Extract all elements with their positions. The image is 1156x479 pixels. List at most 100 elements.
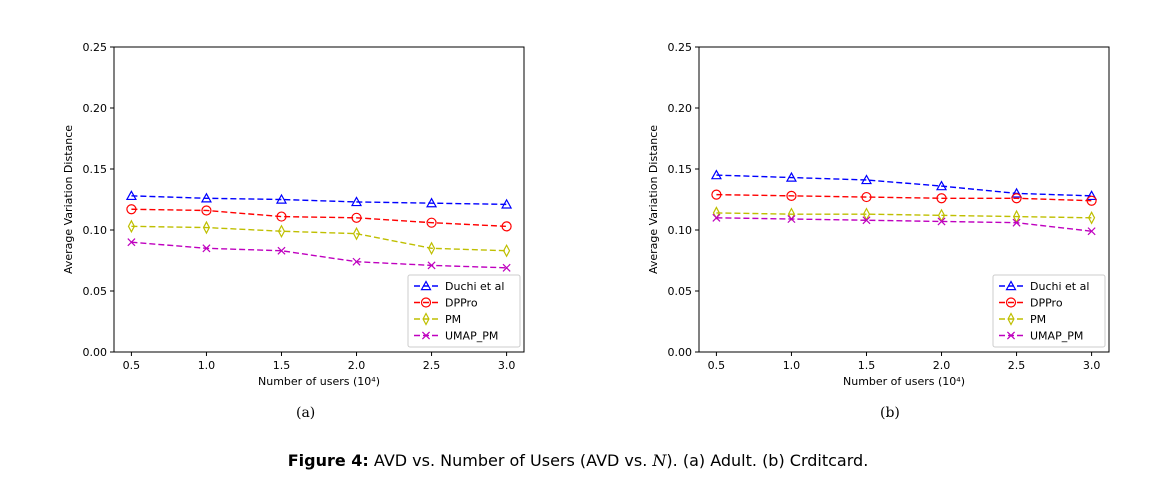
x-tick-label: 3.0 (1083, 359, 1101, 372)
data-point (426, 217, 437, 228)
data-point (127, 238, 136, 247)
y-axis-label: Average Variation Distance (647, 125, 660, 274)
data-point (126, 204, 137, 215)
data-point (860, 174, 873, 185)
data-point (202, 244, 211, 253)
data-point (862, 216, 871, 225)
marker-x-stroke (1012, 218, 1021, 227)
figure-caption: Figure 4: AVD vs. Number of Users (AVD v… (0, 451, 1156, 470)
data-point (352, 257, 361, 266)
y-tick-label: 0.25 (83, 41, 108, 54)
data-point (1086, 190, 1098, 201)
x-tick-label: 0.5 (708, 359, 726, 372)
marker-x-stroke (352, 257, 361, 266)
marker-x-stroke (421, 331, 431, 340)
y-tick-label: 0.25 (668, 41, 693, 54)
legend-marker (422, 312, 430, 326)
legend: Duchi et al DPPro PM UMAP_PM (992, 274, 1106, 348)
series-duchi-et-al (710, 169, 1098, 201)
data-point (277, 246, 286, 255)
legend-marker (421, 331, 431, 340)
legend-marker (420, 297, 432, 308)
legend-marker (1006, 331, 1016, 340)
series-duchi-et-al (125, 190, 513, 209)
data-point (936, 193, 947, 204)
marker-x-stroke (712, 213, 721, 222)
legend: Duchi et al DPPro PM UMAP_PM (407, 274, 521, 348)
x-tick-label: 1.0 (198, 359, 216, 372)
legend-label: UMAP_PM (445, 330, 498, 343)
caption-math: N (652, 451, 667, 470)
x-tick-label: 2.0 (348, 359, 366, 372)
marker-x-stroke (787, 214, 796, 224)
legend-label: UMAP_PM (1030, 330, 1083, 343)
data-point (351, 212, 362, 223)
data-point (200, 192, 212, 203)
series-line (131, 241, 507, 269)
marker-x-stroke (427, 261, 436, 270)
legend-label: DPPro (445, 297, 478, 310)
series-umap-pm (712, 213, 1096, 236)
x-tick-label: 2.0 (933, 359, 951, 372)
data-point (426, 197, 438, 208)
y-tick-label: 0.05 (83, 285, 108, 298)
chart-b: 0.00 0.05 0.10 0.15 0.20 0.25 0.5 1.0 1.5 2.0 2.5 3… (647, 41, 1110, 388)
series-dppro (711, 189, 1097, 206)
series-pm (712, 206, 1096, 225)
y-tick-label: 0.10 (83, 224, 108, 237)
data-point (937, 217, 946, 226)
caption-label: Figure 4: (287, 451, 369, 470)
x-axis-label: Number of users (10⁴) (258, 375, 380, 388)
marker-x-stroke (277, 246, 286, 255)
subfigure-label-b: (b) (880, 405, 900, 421)
data-point (1086, 195, 1097, 206)
data-point (125, 190, 137, 201)
marker-x-stroke (202, 244, 211, 253)
x-tick-label: 2.5 (1008, 359, 1026, 372)
y-axis-label: Average Variation Distance (62, 125, 75, 274)
data-point (1087, 211, 1096, 225)
data-point (786, 190, 797, 201)
legend-label: PM (445, 313, 461, 326)
marker-x-stroke (937, 217, 946, 226)
x-tick-label: 0.5 (123, 359, 141, 372)
data-point (127, 219, 136, 234)
data-point (201, 205, 212, 216)
y-tick-label: 0.15 (668, 163, 693, 176)
marker-x-stroke (502, 263, 511, 272)
legend-box (407, 274, 521, 348)
plot-frame (113, 46, 525, 353)
chart-a: 0.00 0.05 0.10 0.15 0.20 0.25 0.5 1.0 1.5 2.0 2.5 3… (62, 41, 525, 388)
series-line (131, 195, 507, 206)
data-point (1087, 227, 1096, 236)
marker-x-stroke (1087, 227, 1096, 236)
data-point (501, 198, 513, 209)
series-dppro (126, 204, 512, 232)
series-line (716, 217, 1092, 232)
data-point (427, 241, 436, 256)
data-point (861, 191, 872, 203)
data-point (352, 226, 361, 241)
data-point (276, 211, 287, 222)
data-point (785, 171, 797, 182)
series-umap-pm (127, 238, 511, 272)
legend-label: Duchi et al (1030, 280, 1089, 293)
data-point (1012, 218, 1021, 227)
series-pm (127, 219, 511, 258)
legend-marker (1007, 312, 1015, 326)
data-point (502, 263, 511, 272)
y-tick-label: 0.15 (83, 163, 108, 176)
data-point (501, 221, 512, 232)
y-tick-label: 0.20 (83, 102, 108, 115)
data-point (350, 196, 363, 207)
y-tick-label: 0.05 (668, 285, 693, 298)
data-point (787, 214, 796, 224)
data-point (1011, 193, 1022, 204)
data-point (710, 169, 722, 180)
data-point (277, 224, 286, 238)
data-point (275, 193, 288, 204)
legend-label: DPPro (1030, 297, 1063, 310)
legend-label: PM (1030, 313, 1046, 326)
x-tick-label: 1.0 (783, 359, 801, 372)
x-axis-label: Number of users (10⁴) (843, 375, 965, 388)
